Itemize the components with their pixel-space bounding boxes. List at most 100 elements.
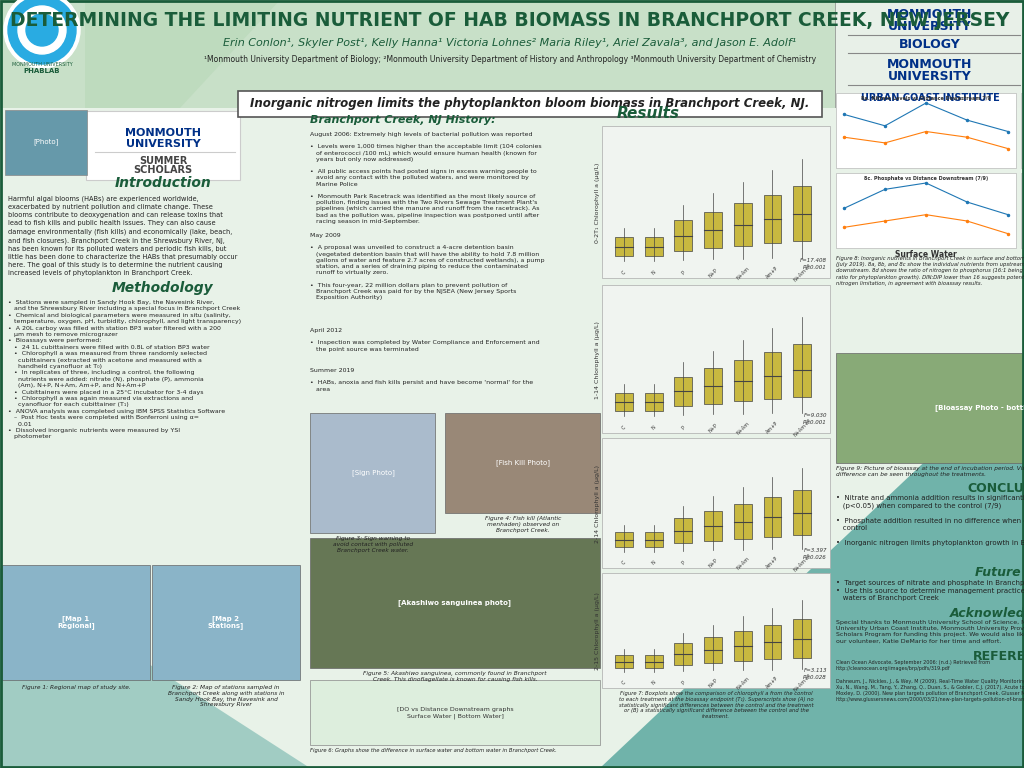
FancyBboxPatch shape	[86, 111, 240, 180]
FancyBboxPatch shape	[794, 490, 811, 535]
Text: [Sign Photo]: [Sign Photo]	[351, 469, 394, 476]
Text: •  Nitrate and ammonia addition results in significantly high growth
   (p<0.05): • Nitrate and ammonia addition results i…	[836, 495, 1024, 547]
Text: F=9.030: F=9.030	[804, 413, 827, 418]
Text: UNIVERSITY: UNIVERSITY	[888, 69, 972, 82]
Text: Future Work: Future Work	[975, 567, 1024, 580]
Text: C: C	[621, 560, 627, 566]
Text: Figure 2: Map of stations sampled in
Branchport Creek along with stations in
San: Figure 2: Map of stations sampled in Bra…	[168, 685, 285, 707]
FancyBboxPatch shape	[645, 237, 663, 256]
Circle shape	[26, 14, 58, 46]
Text: F=3.397: F=3.397	[804, 548, 827, 553]
Text: Am+P: Am+P	[765, 266, 779, 280]
FancyBboxPatch shape	[0, 0, 1024, 108]
FancyBboxPatch shape	[734, 360, 752, 402]
FancyBboxPatch shape	[705, 369, 722, 404]
Text: CONCLUSIONS: CONCLUSIONS	[968, 482, 1024, 495]
Text: [Fish Kill Photo]: [Fish Kill Photo]	[496, 459, 550, 466]
Text: P<0.001: P<0.001	[803, 265, 827, 270]
Text: Summer 2019

•  HABs, anoxia and fish kills persist and have become 'normal' for: Summer 2019 • HABs, anoxia and fish kill…	[310, 368, 534, 392]
FancyBboxPatch shape	[602, 285, 830, 433]
FancyBboxPatch shape	[238, 91, 822, 117]
Text: SCHOLARS: SCHOLARS	[133, 165, 193, 175]
Text: MONMOUTH: MONMOUTH	[888, 58, 973, 71]
Text: ¹Monmouth University Department of Biology; ²Monmouth University Department of H: ¹Monmouth University Department of Biolo…	[204, 55, 816, 65]
Text: Special thanks to Monmouth University School of Science, Monmouth
University Urb: Special thanks to Monmouth University Sc…	[836, 620, 1024, 644]
Text: N: N	[650, 680, 656, 686]
FancyBboxPatch shape	[645, 532, 663, 547]
Text: P<0.028: P<0.028	[803, 675, 827, 680]
Text: Figure 6: Graphs show the difference in surface water and bottom water in Branch: Figure 6: Graphs show the difference in …	[310, 748, 557, 753]
FancyBboxPatch shape	[836, 173, 1016, 248]
Text: N+Am: N+Am	[735, 266, 751, 280]
Text: P<0.001: P<0.001	[803, 420, 827, 425]
Text: SUMMER: SUMMER	[139, 156, 187, 166]
FancyBboxPatch shape	[734, 631, 752, 661]
Text: 2-14 Chlorophyll a (μg/L): 2-14 Chlorophyll a (μg/L)	[595, 465, 600, 543]
Text: Clean Ocean Advocate, September 2006: (n.d.) Retrieved from
http://cleanocean.or: Clean Ocean Advocate, September 2006: (n…	[836, 660, 1024, 702]
Text: August 2006: Extremely high levels of bacterial pollution was reported

•  Level: August 2006: Extremely high levels of ba…	[310, 132, 542, 223]
Text: 8a. Nitrate Levels vs Distance Downstream 7/9: 8a. Nitrate Levels vs Distance Downstrea…	[861, 96, 991, 101]
Text: Methodology: Methodology	[113, 281, 214, 295]
FancyBboxPatch shape	[615, 532, 633, 547]
Text: Figure 8: Inorganic nutrients in Branchport Creek in surface and bottom waters
(: Figure 8: Inorganic nutrients in Branchp…	[836, 256, 1024, 286]
Polygon shape	[85, 0, 280, 108]
Text: N+P: N+P	[708, 558, 719, 568]
FancyBboxPatch shape	[615, 655, 633, 668]
Text: N+Am: N+Am	[735, 676, 751, 690]
FancyBboxPatch shape	[1021, 93, 1024, 168]
Text: PHABLAB: PHABLAB	[24, 68, 60, 74]
FancyBboxPatch shape	[152, 565, 300, 680]
Text: [Bioassay Photo - bottles with green tint]: [Bioassay Photo - bottles with green tin…	[935, 405, 1024, 412]
Text: Figure 5: Akashiwo sanguinea, commonly found in Branchport
Creek. This dinoflage: Figure 5: Akashiwo sanguinea, commonly f…	[364, 671, 547, 682]
FancyBboxPatch shape	[705, 212, 722, 248]
Text: [Akashiwo sanguinea photo]: [Akashiwo sanguinea photo]	[398, 600, 512, 607]
Text: Am+P: Am+P	[765, 556, 779, 570]
Text: Figure 3: Sign warning to
avoid contact with polluted
Branchport Creek water.: Figure 3: Sign warning to avoid contact …	[333, 536, 413, 553]
Text: C: C	[621, 680, 627, 686]
FancyBboxPatch shape	[675, 644, 692, 664]
FancyBboxPatch shape	[705, 637, 722, 663]
Text: URBAN COAST INSTITUTE: URBAN COAST INSTITUTE	[860, 93, 999, 103]
FancyBboxPatch shape	[734, 504, 752, 539]
Text: P<0.026: P<0.026	[803, 555, 827, 560]
FancyBboxPatch shape	[310, 413, 435, 533]
Text: N+P: N+P	[708, 677, 719, 689]
FancyBboxPatch shape	[0, 108, 1024, 768]
Text: [Photo]: [Photo]	[34, 139, 58, 145]
FancyBboxPatch shape	[764, 625, 781, 660]
FancyBboxPatch shape	[615, 237, 633, 256]
FancyBboxPatch shape	[602, 573, 830, 688]
Text: Introduction: Introduction	[115, 176, 211, 190]
FancyBboxPatch shape	[675, 518, 692, 543]
Text: F=17.408: F=17.408	[800, 258, 827, 263]
Text: Inorganic nitrogen limits the phytoplankton bloom biomass in Branchport Creek, N: Inorganic nitrogen limits the phytoplank…	[250, 98, 810, 111]
Text: Figure 9: Picture of bioassay at the end of incubation period. Visible
differenc: Figure 9: Picture of bioassay at the end…	[836, 466, 1024, 477]
FancyBboxPatch shape	[310, 538, 600, 668]
Text: Figure 1: Regional map of study site.: Figure 1: Regional map of study site.	[22, 685, 130, 690]
Text: Erin Conlon¹, Skyler Post¹, Kelly Hanna¹ Victoria Lohnes² Maria Riley¹, Ariel Za: Erin Conlon¹, Skyler Post¹, Kelly Hanna¹…	[223, 38, 797, 48]
Text: N+Am+P: N+Am+P	[793, 418, 812, 438]
FancyBboxPatch shape	[2, 565, 150, 680]
FancyBboxPatch shape	[675, 220, 692, 251]
Text: N+Am+P: N+Am+P	[793, 553, 812, 573]
Text: N+Am: N+Am	[735, 421, 751, 435]
FancyBboxPatch shape	[836, 353, 1024, 463]
Text: BIOLOGY: BIOLOGY	[899, 38, 961, 51]
FancyBboxPatch shape	[705, 511, 722, 541]
FancyBboxPatch shape	[794, 343, 811, 397]
Text: [Map 1
Regional]: [Map 1 Regional]	[57, 614, 95, 630]
Text: •  Stations were sampled in Sandy Hook Bay, the Navesink River,
   and the Shrew: • Stations were sampled in Sandy Hook Ba…	[8, 300, 241, 439]
Text: [Map 2
Stations]: [Map 2 Stations]	[208, 614, 244, 630]
Text: N+Am: N+Am	[735, 555, 751, 571]
Text: [DO vs Distance Downstream graphs
Surface Water | Bottom Water]: [DO vs Distance Downstream graphs Surfac…	[396, 707, 513, 719]
Text: MONMOUTH: MONMOUTH	[888, 8, 973, 22]
FancyBboxPatch shape	[734, 204, 752, 246]
FancyBboxPatch shape	[836, 93, 1016, 168]
Circle shape	[18, 6, 66, 54]
Text: DETERMINING THE LIMITING NUTRIENT OF HAB BIOMASS IN BRANCHPORT CREEK, NEW JERSEY: DETERMINING THE LIMITING NUTRIENT OF HAB…	[10, 12, 1010, 31]
Text: P: P	[681, 680, 686, 686]
Text: REFERENCES: REFERENCES	[973, 650, 1024, 663]
Text: N+P: N+P	[708, 267, 719, 279]
Text: •  Target sources of nitrate and phosphate in Branchport Creek
•  Use this sourc: • Target sources of nitrate and phosphat…	[836, 580, 1024, 601]
Text: 0-2T₁ Chlorophyll a (μg/L): 0-2T₁ Chlorophyll a (μg/L)	[595, 163, 600, 243]
